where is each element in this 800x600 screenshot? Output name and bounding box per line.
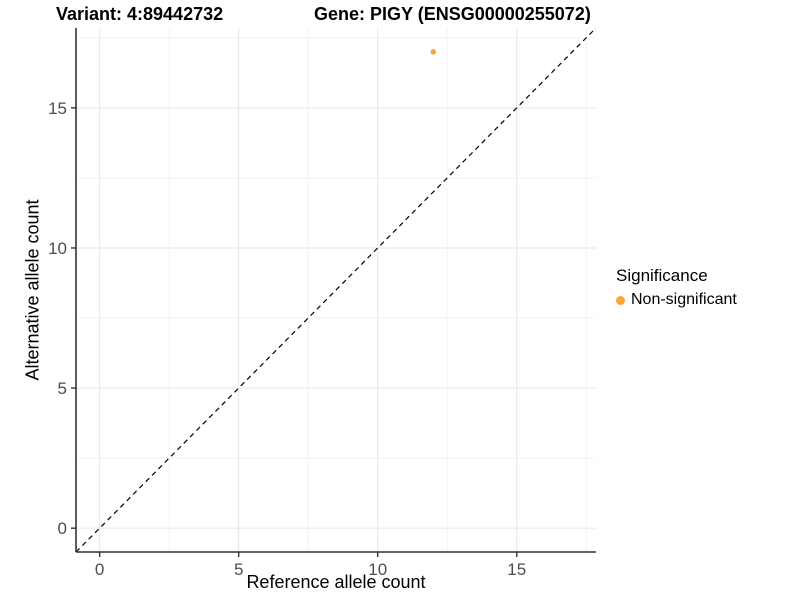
y-tick-label: 10 <box>48 239 67 258</box>
x-tick-label: 5 <box>234 560 243 579</box>
legend-title: Significance <box>616 266 708 285</box>
y-axis-title: Alternative allele count <box>22 199 43 381</box>
plot-title-gene: Gene: PIGY (ENSG00000255072) <box>314 4 591 24</box>
data-point <box>430 49 437 55</box>
x-tick-label: 10 <box>368 560 387 579</box>
x-tick-label: 15 <box>507 560 526 579</box>
plot-title-variant: Variant: 4:89442732 <box>56 4 224 24</box>
legend: Significance Non-significant <box>616 266 737 309</box>
x-axis-title: Reference allele count <box>246 572 426 592</box>
legend-point-icon <box>616 295 625 305</box>
legend-item-label: Non-significant <box>631 291 737 308</box>
x-tick-label: 0 <box>95 560 104 579</box>
y-tick-label: 15 <box>48 99 67 118</box>
legend-item: Non-significant <box>616 291 737 309</box>
y-tick-label: 0 <box>58 519 67 538</box>
identity-line <box>75 27 597 553</box>
y-tick-label: 5 <box>58 379 67 398</box>
